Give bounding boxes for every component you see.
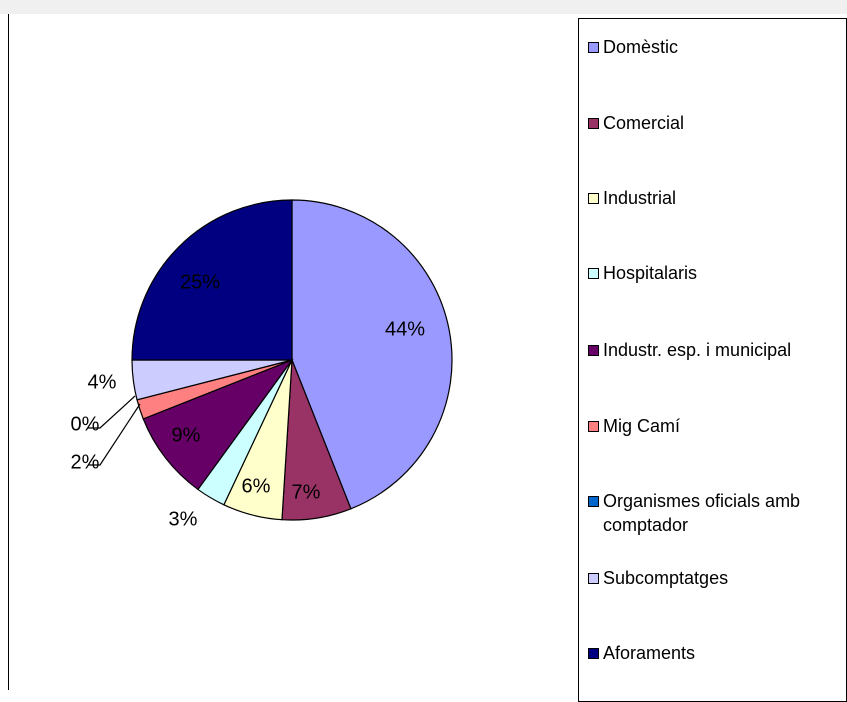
- leader-line: [88, 403, 141, 466]
- legend-item: Organismes oficials amb comptador: [588, 489, 843, 537]
- legend-label: Aforaments: [603, 643, 696, 663]
- legend-swatch: [588, 193, 599, 204]
- pie-slice: [291, 199, 453, 510]
- data-label: 25%: [180, 271, 220, 293]
- legend-swatch: [588, 42, 599, 53]
- legend: Domèstic Comercial Industrial Hospitalaris I…: [578, 18, 847, 702]
- leader-line: [88, 395, 136, 429]
- legend-swatch: [588, 345, 599, 356]
- data-label: 6%: [242, 475, 271, 497]
- legend-swatch: [588, 268, 599, 279]
- legend-item: Mig Camí: [588, 414, 843, 438]
- legend-label: Domèstic: [603, 37, 679, 57]
- data-label: 9%: [172, 424, 201, 446]
- data-label: 4%: [88, 371, 117, 393]
- legend-label: Hospitalaris: [603, 263, 698, 283]
- legend-label: Industr. esp. i municipal: [603, 340, 792, 360]
- legend-item: Industrial: [588, 186, 843, 210]
- data-label: 7%: [292, 481, 321, 503]
- legend-label: Subcomptatges: [603, 568, 729, 588]
- legend-swatch: [588, 421, 599, 432]
- pie-chart: 44% 7% 6% 3% 9% 2% 0% 4% 25%: [71, 199, 453, 530]
- top-band: [0, 0, 847, 14]
- legend-label: Organismes oficials amb comptador: [603, 491, 801, 535]
- legend-swatch: [588, 648, 599, 659]
- legend-swatch: [588, 496, 599, 507]
- pie-slice: [131, 199, 293, 361]
- legend-item: Hospitalaris: [588, 261, 843, 285]
- data-label: 44%: [385, 318, 425, 340]
- legend-swatch: [588, 118, 599, 129]
- legend-item: Industr. esp. i municipal: [588, 338, 843, 362]
- legend-swatch: [588, 573, 599, 584]
- legend-item: Subcomptatges: [588, 566, 843, 590]
- legend-item: Aforaments: [588, 641, 843, 665]
- legend-label: Comercial: [603, 113, 685, 133]
- data-label: 0%: [71, 413, 100, 435]
- legend-item: Comercial: [588, 111, 843, 135]
- frame-line: [8, 14, 9, 690]
- legend-label: Mig Camí: [603, 416, 681, 436]
- legend-item: Domèstic: [588, 35, 843, 59]
- data-label: 3%: [169, 508, 198, 530]
- data-label: 2%: [71, 451, 100, 473]
- pie-slice: [142, 358, 294, 491]
- legend-label: Industrial: [603, 188, 677, 208]
